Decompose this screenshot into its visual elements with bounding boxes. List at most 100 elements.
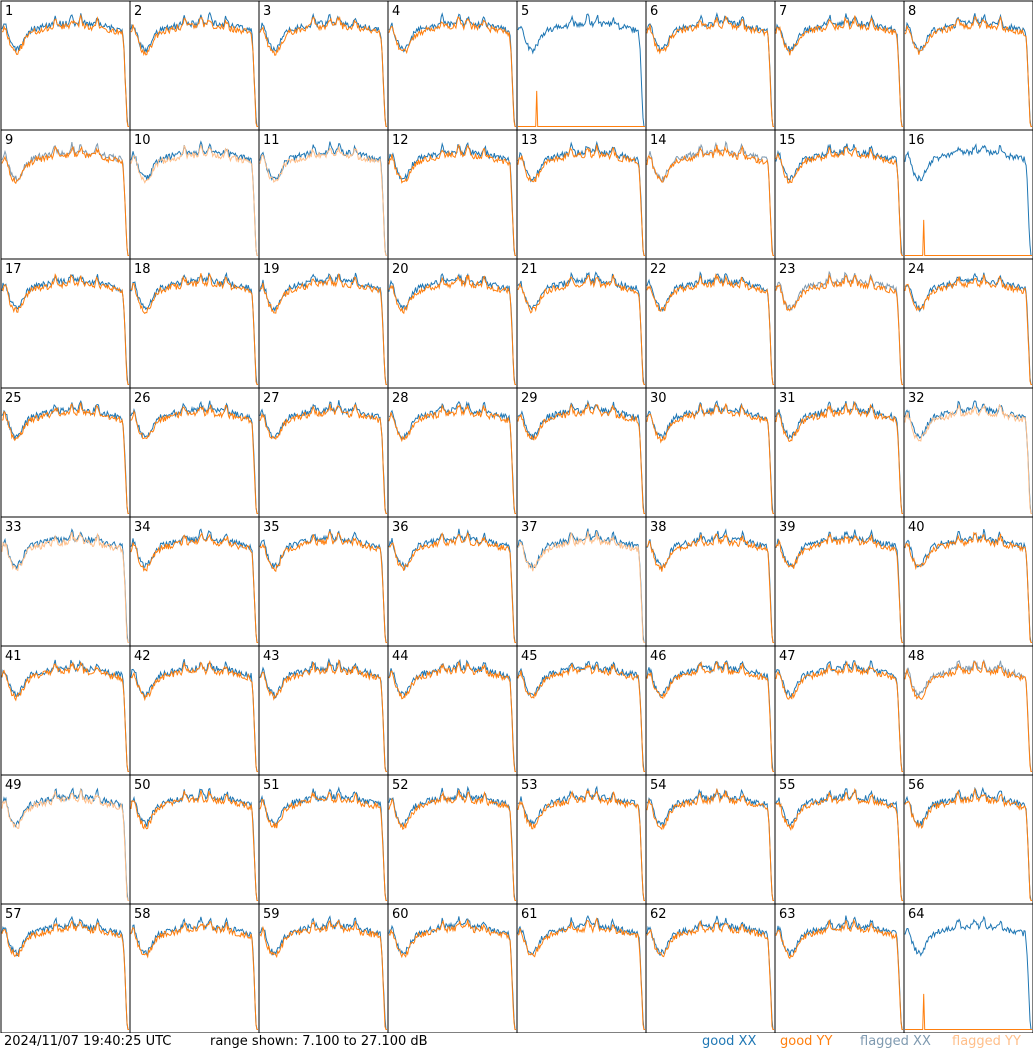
series-good-yy xyxy=(1,402,129,514)
series-good-yy xyxy=(775,15,903,127)
series-good-yy xyxy=(388,660,516,772)
series-good-yy xyxy=(904,531,1032,643)
panel-label: 27 xyxy=(263,391,280,406)
panel-frame xyxy=(516,0,647,131)
panel-frame xyxy=(129,258,260,389)
series-good-yy xyxy=(518,90,645,127)
panel-label: 34 xyxy=(134,520,151,535)
panel-frame xyxy=(129,516,260,647)
panel-27: 27 xyxy=(258,387,389,518)
series-good-yy xyxy=(130,659,258,772)
panel-frame xyxy=(645,258,776,389)
panel-4: 4 xyxy=(387,0,518,131)
panel-label: 57 xyxy=(5,907,22,922)
panel-label: 58 xyxy=(134,907,151,922)
panel-56: 56 xyxy=(903,774,1033,905)
panel-label: 39 xyxy=(779,520,796,535)
series-good-xx xyxy=(517,660,645,772)
panel-28: 28 xyxy=(387,387,518,518)
series-flagged-yy xyxy=(904,403,1032,514)
series-good-xx xyxy=(904,400,1032,514)
panel-26: 26 xyxy=(129,387,260,518)
panel-label: 26 xyxy=(134,391,151,406)
panel-9: 9 xyxy=(0,129,131,260)
panel-label: 61 xyxy=(521,907,538,922)
series-good-yy xyxy=(517,273,645,385)
panel-label: 8 xyxy=(908,4,916,19)
series-good-xx xyxy=(646,11,774,127)
panel-label: 28 xyxy=(392,391,409,406)
panel-frame xyxy=(387,258,518,389)
panel-label: 53 xyxy=(521,778,538,793)
panel-frame xyxy=(774,258,905,389)
panel-frame xyxy=(516,903,647,1033)
panel-label: 49 xyxy=(5,778,22,793)
panel-18: 18 xyxy=(129,258,260,389)
series-good-yy xyxy=(517,144,645,256)
series-good-yy xyxy=(646,660,774,772)
panel-34: 34 xyxy=(129,516,260,647)
panel-21: 21 xyxy=(516,258,647,389)
panel-frame xyxy=(0,645,131,776)
panel-3: 3 xyxy=(258,0,389,131)
panel-frame xyxy=(387,129,518,260)
panel-frame xyxy=(258,258,389,389)
panel-frame xyxy=(387,774,518,905)
panel-24: 24 xyxy=(903,258,1033,389)
panel-frame xyxy=(129,129,260,260)
panel-frame xyxy=(516,129,647,260)
series-good-xx xyxy=(1,274,129,385)
series-good-yy xyxy=(388,919,516,1030)
series-good-yy xyxy=(130,273,258,385)
panel-44: 44 xyxy=(387,645,518,776)
series-good-yy xyxy=(646,15,774,127)
panel-frame xyxy=(903,774,1033,905)
panel-43: 43 xyxy=(258,645,389,776)
panel-62: 62 xyxy=(645,903,776,1033)
panel-frame xyxy=(645,516,776,647)
panel-39: 39 xyxy=(774,516,905,647)
panel-30: 30 xyxy=(645,387,776,518)
panel-frame xyxy=(258,387,389,518)
series-good-yy xyxy=(388,403,516,514)
panel-label: 59 xyxy=(263,907,280,922)
series-good-yy xyxy=(646,920,774,1030)
legend-flagged-yy: flagged YY xyxy=(952,1034,1021,1049)
panel-20: 20 xyxy=(387,258,518,389)
panel-frame xyxy=(516,258,647,389)
panel-frame xyxy=(0,129,131,260)
panel-35: 35 xyxy=(258,516,389,647)
panel-frame xyxy=(387,516,518,647)
series-good-xx xyxy=(904,915,1032,1030)
series-good-yy xyxy=(130,404,258,514)
range-label: range shown: 7.100 to 27.100 dB xyxy=(210,1034,428,1049)
panel-33: 33 xyxy=(0,516,131,647)
panel-13: 13 xyxy=(516,129,647,260)
panel-label: 9 xyxy=(5,133,13,148)
series-good-yy xyxy=(905,219,1032,256)
panel-57: 57 xyxy=(0,903,131,1033)
panel-label: 56 xyxy=(908,778,925,793)
legend-flagged-xx: flagged XX xyxy=(860,1034,931,1049)
panel-frame xyxy=(903,645,1033,776)
panel-32: 32 xyxy=(903,387,1033,518)
panel-41: 41 xyxy=(0,645,131,776)
panel-frame xyxy=(0,774,131,905)
panel-frame xyxy=(774,516,905,647)
panel-label: 29 xyxy=(521,391,538,406)
panel-36: 36 xyxy=(387,516,518,647)
series-good-yy xyxy=(646,403,774,514)
series-good-yy xyxy=(259,791,387,901)
panel-frame xyxy=(258,0,389,131)
panel-frame xyxy=(645,774,776,905)
panel-45: 45 xyxy=(516,645,647,776)
panel-11: 11 xyxy=(258,129,389,260)
panel-frame xyxy=(129,903,260,1033)
panel-61: 61 xyxy=(516,903,647,1033)
panel-64: 64 xyxy=(903,903,1033,1033)
series-good-yy xyxy=(775,661,903,772)
panel-17: 17 xyxy=(0,258,131,389)
panel-label: 5 xyxy=(521,4,529,19)
panel-label: 62 xyxy=(650,907,667,922)
